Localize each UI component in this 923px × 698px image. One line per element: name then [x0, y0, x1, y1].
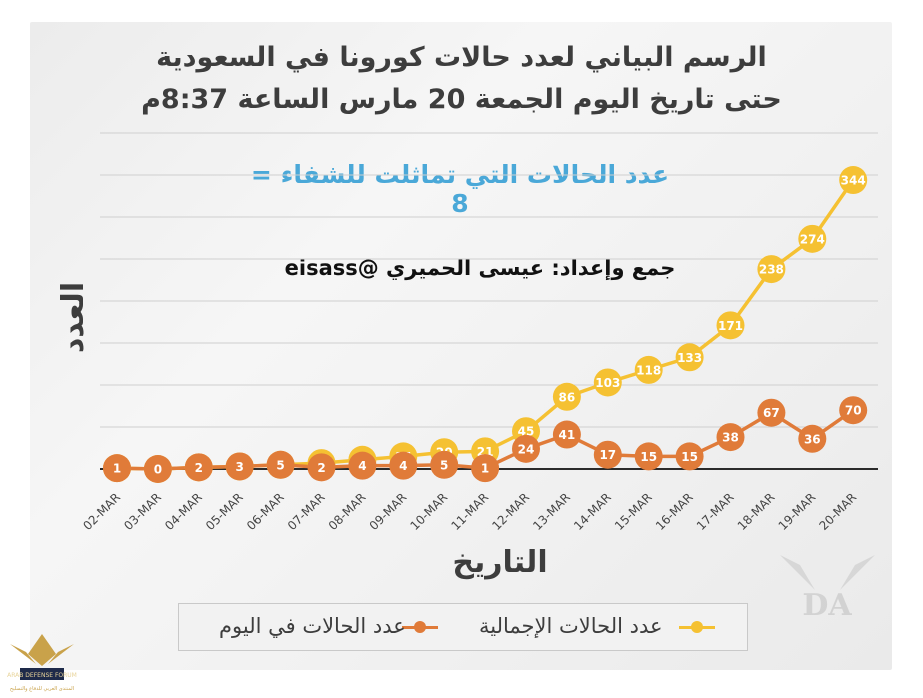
data-point-daily	[471, 454, 500, 483]
data-label-daily: 0	[154, 463, 162, 477]
x-tick-label: 05-MAR	[203, 490, 246, 533]
x-axis-label: التاريخ	[452, 545, 548, 580]
watermark-text: DA	[802, 588, 852, 623]
data-point-total	[552, 382, 581, 411]
data-label-total: 274	[800, 232, 825, 246]
data-point-daily	[634, 442, 663, 471]
data-point-total	[593, 368, 622, 397]
x-tick-label: 09-MAR	[367, 490, 410, 533]
x-tick-label: 14-MAR	[571, 490, 614, 533]
x-tick-label: 11-MAR	[448, 490, 491, 533]
x-tick-label: 02-MAR	[80, 490, 123, 533]
chart-title-line2: حتى تاريخ اليوم الجمعة 20 مارس الساعة 8:…	[141, 84, 782, 115]
x-tick-label: 19-MAR	[776, 490, 819, 533]
data-point-daily	[184, 453, 213, 482]
data-point-daily	[552, 420, 581, 449]
data-point-total	[798, 224, 827, 253]
legend-marker-daily	[414, 621, 426, 633]
data-label-daily: 36	[804, 432, 821, 446]
data-point-total	[634, 355, 663, 384]
data-label-total: 103	[595, 376, 620, 390]
x-tick-label: 15-MAR	[612, 490, 655, 533]
data-label-daily: 4	[399, 459, 407, 473]
x-tick-label: 12-MAR	[489, 490, 532, 533]
data-label-total: 171	[718, 319, 743, 333]
data-label-daily: 67	[763, 406, 780, 420]
x-tick-label: 06-MAR	[244, 490, 287, 533]
x-tick-label: 20-MAR	[817, 490, 860, 533]
data-point-total	[757, 255, 786, 284]
data-point-daily	[266, 450, 295, 479]
data-label-daily: 38	[722, 431, 739, 445]
data-point-total	[716, 311, 745, 340]
data-point-daily	[798, 424, 827, 453]
chart-legend: عدد الحالات الإجمالية عدد الحالات في الي…	[178, 603, 748, 651]
data-label-daily: 15	[640, 450, 657, 464]
data-point-total	[675, 343, 704, 372]
logo-text: ARAB DEFENSE FORUM	[7, 672, 77, 679]
data-label-daily: 17	[599, 448, 616, 462]
x-tick-label: 10-MAR	[408, 490, 451, 533]
data-point-daily	[430, 450, 459, 479]
data-label-daily: 5	[440, 458, 448, 472]
data-label-daily: 15	[681, 450, 698, 464]
data-point-daily	[348, 451, 377, 480]
data-label-daily: 24	[518, 442, 535, 456]
data-label-daily: 4	[358, 459, 366, 473]
data-label-total: 238	[759, 263, 784, 277]
data-point-daily	[143, 455, 172, 483]
data-label-daily: 41	[559, 428, 576, 442]
x-tick-label: 16-MAR	[653, 490, 696, 533]
legend-label-total: عدد الحالات الإجمالية	[479, 614, 663, 638]
logo-subtext: المنتدى العربي للدفاع والتسليح	[10, 686, 74, 692]
x-tick-label: 08-MAR	[326, 490, 369, 533]
watermark-logo: DA	[780, 555, 875, 623]
data-point-daily	[593, 440, 622, 469]
legend-swatch-total	[679, 621, 715, 633]
data-point-daily	[716, 423, 745, 452]
data-point-daily	[307, 453, 336, 482]
data-label-daily: 1	[113, 462, 121, 476]
data-label-daily: 1	[481, 462, 489, 476]
data-label-daily: 70	[845, 404, 862, 418]
chart-title-line1: الرسم البياني لعدد حالات كورونا في السعو…	[156, 42, 767, 73]
legend-label-daily: عدد الحالات في اليوم	[219, 614, 406, 638]
x-tick-label: 03-MAR	[121, 490, 164, 533]
data-label-total: 344	[841, 174, 866, 188]
legend-marker-total	[691, 621, 703, 633]
data-label-total: 133	[677, 351, 702, 365]
data-point-daily	[675, 442, 704, 471]
legend-swatch-daily	[402, 621, 438, 633]
data-label-total: 118	[636, 363, 661, 377]
data-label-daily: 2	[195, 461, 203, 475]
x-tick-label: 13-MAR	[530, 490, 573, 533]
x-tick-label: 04-MAR	[162, 490, 205, 533]
data-point-total	[839, 166, 868, 195]
x-tick-label: 17-MAR	[694, 490, 737, 533]
x-tick-label: 18-MAR	[735, 490, 778, 533]
data-label-daily: 3	[236, 460, 244, 474]
data-point-daily	[225, 452, 254, 481]
forum-logo: ARAB DEFENSE FORUM المنتدى العربي للدفاع…	[7, 634, 77, 692]
data-point-daily	[389, 451, 418, 480]
data-point-daily	[757, 398, 786, 427]
data-point-daily	[839, 396, 868, 425]
data-label-daily: 5	[276, 458, 284, 472]
data-point-daily	[103, 454, 131, 483]
data-label-daily: 2	[317, 461, 325, 475]
data-point-daily	[512, 434, 540, 463]
chart-background	[30, 22, 892, 670]
data-label-total: 45	[518, 425, 535, 439]
data-label-total: 86	[559, 390, 576, 404]
x-tick-label: 07-MAR	[285, 490, 328, 533]
credit-annotation: جمع وإعداد: عيسى الحميري @eisass	[284, 256, 676, 280]
